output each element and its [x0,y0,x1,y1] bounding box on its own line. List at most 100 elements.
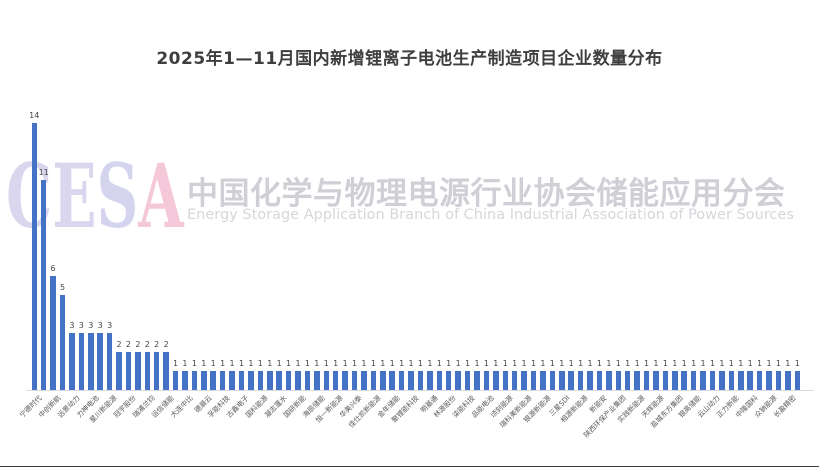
bar [511,370,518,390]
value-label: 1 [757,358,763,368]
value-label: 1 [596,358,602,368]
bar [785,370,791,390]
bar [747,370,753,390]
value-label: 1 [436,358,442,368]
x-axis-line [26,390,814,391]
value-label: 1 [738,358,744,368]
bar [295,370,301,390]
value-label: 1 [691,358,697,368]
value-label: 1 [493,358,499,368]
value-label: 1 [474,358,480,368]
bar [398,370,405,390]
bar [191,370,198,390]
value-label: 1 [719,358,725,368]
bar [50,275,56,390]
bar [351,370,358,390]
bar [285,370,292,390]
value-label: 1 [709,358,716,368]
bar [427,370,433,390]
value-label: 1 [399,358,405,368]
bar [172,370,179,390]
bar [248,370,254,390]
cesa-logo-letter: A [138,144,184,248]
bar [182,370,188,390]
bar [106,332,113,390]
value-label: 1 [446,358,452,368]
value-label: 3 [78,320,84,330]
bar [116,351,122,390]
bar [493,370,499,390]
bar [276,370,282,390]
bar [709,370,716,390]
value-label: 1 [408,358,414,368]
value-label: 6 [50,263,56,273]
bar [455,370,461,390]
value-label: 1 [257,358,263,368]
bar [662,370,669,390]
value-label: 1 [540,358,546,368]
value-label: 1 [210,358,216,368]
value-label: 1 [361,358,367,368]
bar [31,123,37,390]
bar [201,370,207,390]
value-label: 2 [154,339,160,349]
value-label: 11 [38,168,49,178]
bar [304,370,311,390]
value-label: 1 [634,358,640,368]
bar [568,370,574,390]
bar [794,370,801,390]
value-label: 1 [681,358,687,368]
value-label: 1 [465,358,471,368]
value-label: 1 [455,358,461,368]
value-label: 1 [389,358,395,368]
value-label: 2 [163,339,169,349]
bar [624,370,631,390]
bar [144,351,151,390]
cesa-logo-letter: E [52,144,97,248]
bar [219,370,226,390]
value-label: 1 [775,358,781,368]
bar [332,370,339,390]
value-label: 1 [304,358,310,368]
bar [464,370,471,390]
bar [238,370,245,390]
bar [530,370,537,390]
value-label: 1 [417,358,424,368]
value-label: 1 [323,358,329,368]
bar [370,370,377,390]
value-label: 1 [615,358,621,368]
value-label: 1 [662,358,668,368]
value-label: 5 [59,282,66,292]
value-label: 1 [578,358,584,368]
bar [408,370,414,390]
value-label: 1 [521,358,527,368]
bar [559,370,565,390]
bar [445,370,452,390]
value-label: 2 [125,339,131,349]
bar [97,332,103,390]
bar [389,370,395,390]
value-label: 1 [530,358,537,368]
bar [380,370,386,390]
bar [577,370,584,390]
bar [775,370,782,390]
value-label: 1 [785,358,791,368]
bar [88,332,94,390]
value-label: 1 [427,358,433,368]
bar [135,351,141,390]
value-label: 1 [267,358,273,368]
value-label: 1 [625,358,631,368]
value-label: 3 [88,320,94,330]
bar [719,370,725,390]
bar [587,370,593,390]
value-label: 1 [559,358,565,368]
value-label: 3 [69,320,75,330]
value-label: 1 [370,358,376,368]
value-label: 1 [333,358,339,368]
value-label: 1 [380,358,386,368]
value-label: 1 [747,358,753,368]
value-label: 1 [286,358,292,368]
cesa-logo-letter: S [96,144,139,248]
